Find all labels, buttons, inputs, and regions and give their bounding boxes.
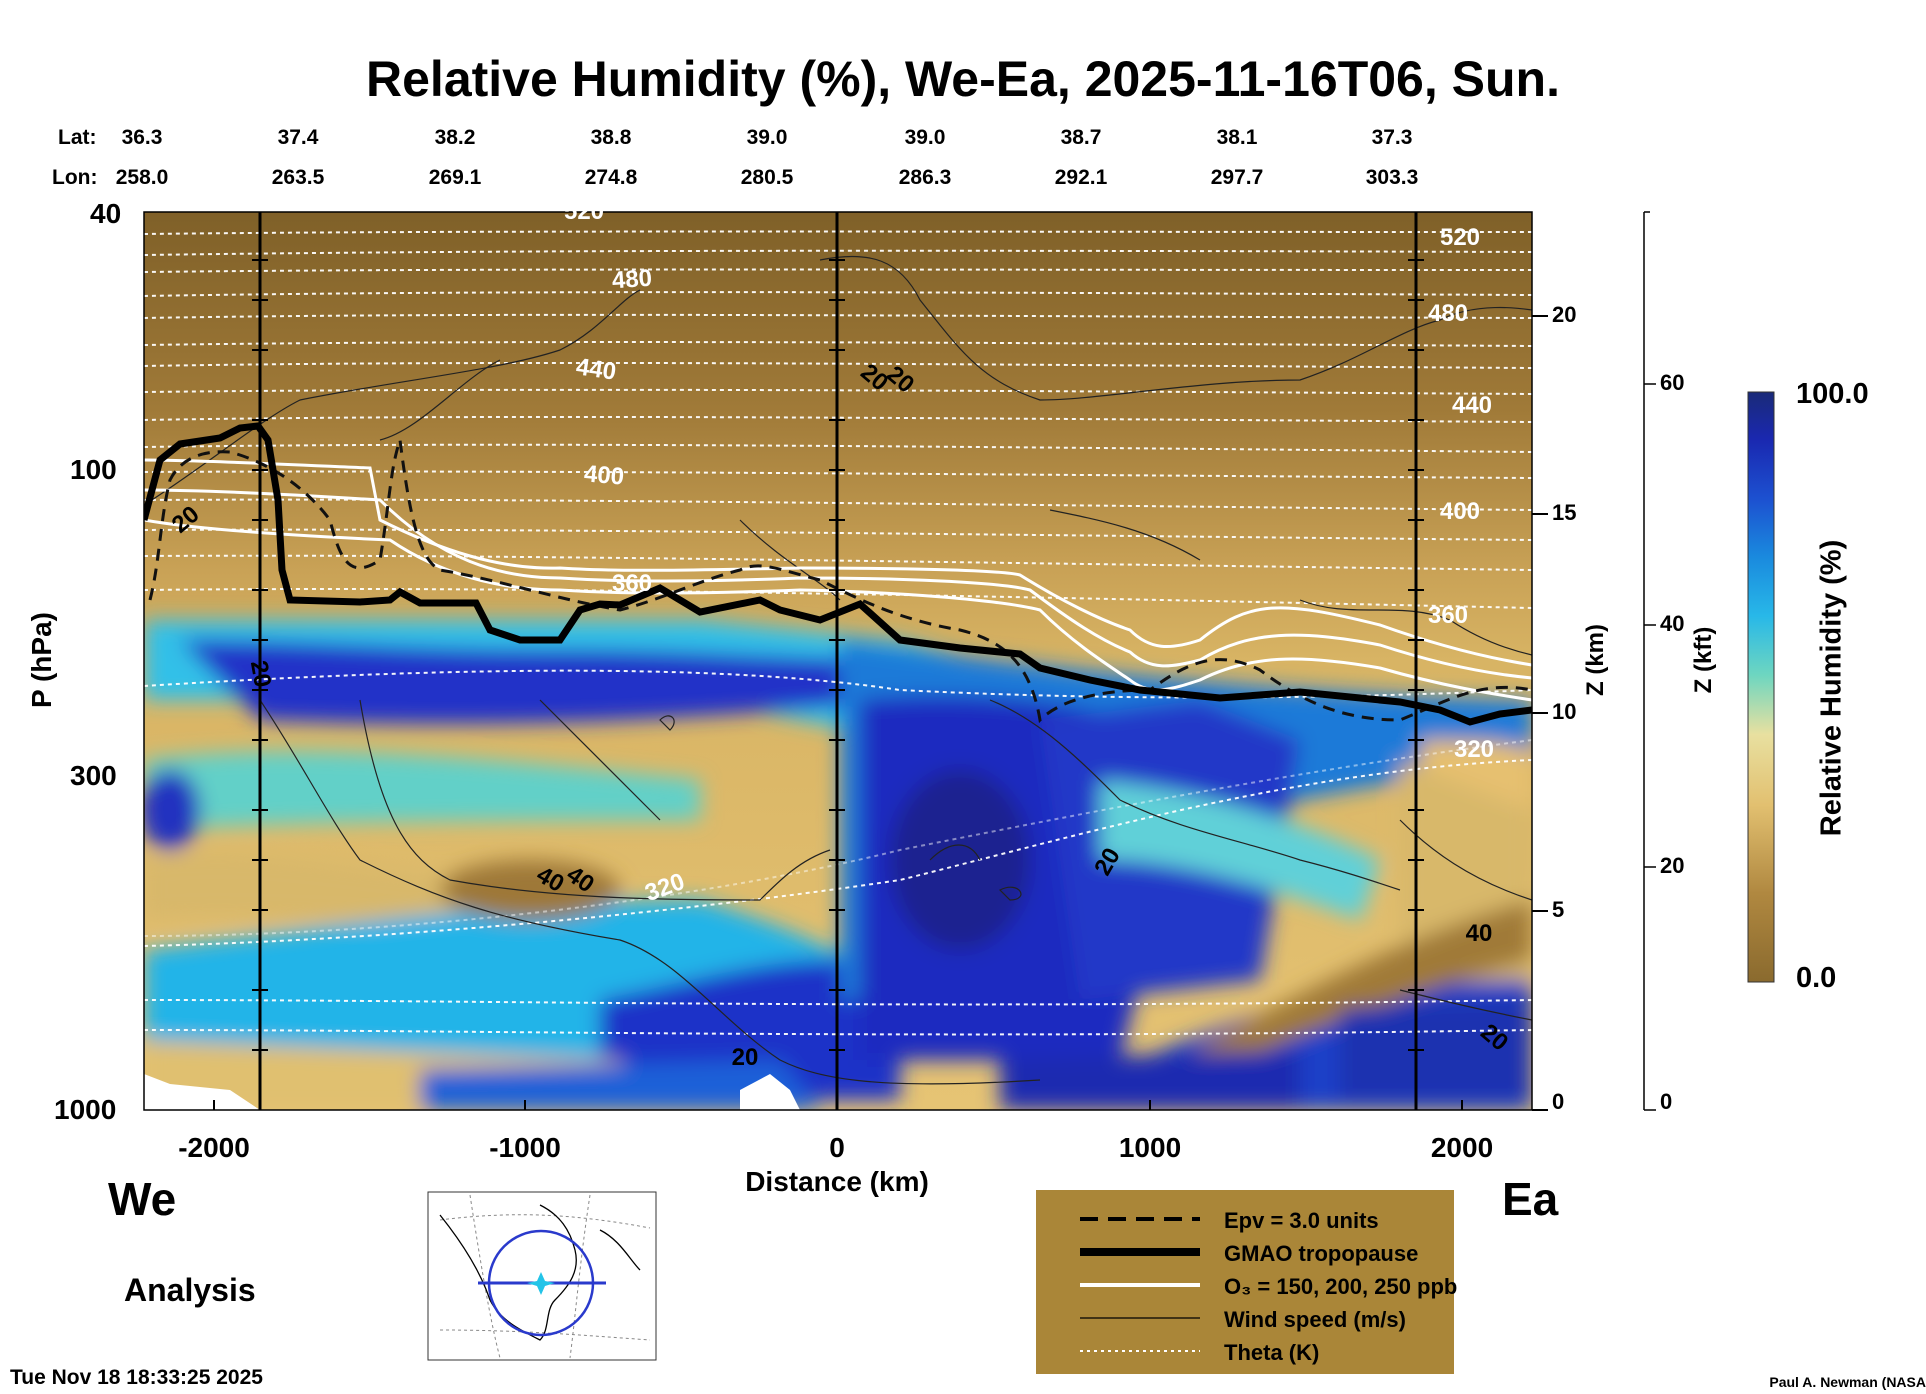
z-km-tick-20: 20 bbox=[1552, 302, 1577, 327]
lon-value: 303.3 bbox=[1365, 166, 1419, 189]
x-axis-ticks bbox=[213, 1100, 1463, 1110]
lat-label: Lat: bbox=[58, 126, 97, 149]
z-km-ticks bbox=[1532, 315, 1548, 1111]
right-contour-label: 480 bbox=[1427, 300, 1469, 327]
lon-value: 263.5 bbox=[271, 166, 325, 189]
wind-speed-label: 40 bbox=[1465, 920, 1493, 947]
theta-label: 400 bbox=[582, 460, 626, 491]
inset-map bbox=[427, 1191, 657, 1361]
lon-value: 286.3 bbox=[898, 166, 952, 189]
z-kft-axis bbox=[1643, 211, 1656, 1111]
analysis-label: Analysis bbox=[124, 1272, 256, 1308]
ozone-contours bbox=[144, 458, 1532, 702]
y-axis-tick-300: 300 bbox=[70, 760, 117, 791]
right-contour-label: 520 bbox=[1439, 224, 1481, 251]
colorbar-max-label: 100.0 bbox=[1796, 378, 1869, 410]
right-contour-label: 360 bbox=[1427, 602, 1469, 629]
wind-speed-label: 20 bbox=[244, 658, 277, 690]
z-km-tick-5: 5 bbox=[1552, 897, 1565, 922]
theta-label: 480 bbox=[611, 264, 653, 295]
theta-label: 320 bbox=[1453, 736, 1495, 763]
theta-label: 520 bbox=[563, 198, 605, 225]
legend-item-ozone: O₃ = 150, 200, 250 ppb bbox=[1036, 1270, 1458, 1300]
x-axis-tick-0: 0 bbox=[829, 1132, 845, 1163]
z-kft-tick-60: 60 bbox=[1660, 370, 1685, 395]
epv-contour bbox=[148, 439, 1532, 724]
y-axis-tick-100: 100 bbox=[70, 454, 117, 485]
z-kft-label: Z (kft) bbox=[1690, 626, 1717, 694]
z-kft-tick-0: 0 bbox=[1660, 1089, 1673, 1114]
theta-contours bbox=[144, 230, 1532, 1036]
lon-value: 274.8 bbox=[584, 166, 638, 189]
lon-value: 292.1 bbox=[1054, 166, 1108, 189]
x-axis-tick-2000: 2000 bbox=[1430, 1132, 1494, 1163]
z-kft-tick-20: 20 bbox=[1660, 853, 1685, 878]
timestamp: Tue Nov 18 18:33:25 2025 bbox=[10, 1366, 263, 1389]
lat-value: 38.7 bbox=[1060, 126, 1102, 149]
lon-value: 258.0 bbox=[115, 166, 169, 189]
z-km-tick-0: 0 bbox=[1552, 1089, 1565, 1114]
y-axis-tick-40: 40 bbox=[90, 198, 122, 229]
z-km-label: Z (km) bbox=[1582, 624, 1609, 696]
reference-ticks bbox=[252, 259, 1424, 1051]
lat-value: 37.3 bbox=[1371, 126, 1413, 149]
legend-item-wind: Wind speed (m/s) bbox=[1036, 1303, 1454, 1333]
lat-value: 36.3 bbox=[121, 126, 163, 149]
x-axis-tick--2000: -2000 bbox=[178, 1132, 250, 1163]
legend-label-wind: Wind speed (m/s) bbox=[1224, 1307, 1406, 1332]
right-contour-label: 400 bbox=[1439, 498, 1481, 525]
legend-label-theta: Theta (K) bbox=[1224, 1340, 1320, 1365]
east-label: Ea bbox=[1502, 1173, 1559, 1225]
y-axis-label: P (hPa) bbox=[26, 612, 57, 708]
z-kft-tick-40: 40 bbox=[1660, 611, 1685, 636]
wind-speed-label: 20 bbox=[731, 1044, 759, 1071]
z-km-tick-15: 15 bbox=[1552, 500, 1577, 525]
legend-label-tropopause: GMAO tropopause bbox=[1224, 1241, 1419, 1266]
x-axis-tick--1000: -1000 bbox=[489, 1132, 561, 1163]
theta-label: 360 bbox=[611, 570, 653, 597]
lat-value: 38.2 bbox=[434, 126, 476, 149]
colorbar bbox=[1747, 391, 1775, 983]
right-contour-label: 440 bbox=[1451, 392, 1493, 419]
reference-lines bbox=[258, 212, 1418, 1110]
y-axis-tick-1000: 1000 bbox=[54, 1094, 117, 1125]
dashed-line-icon bbox=[1080, 1217, 1200, 1221]
lat-value: 38.1 bbox=[1216, 126, 1258, 149]
z-km-tick-10: 10 bbox=[1552, 699, 1577, 724]
dotted-line-icon bbox=[1080, 1350, 1200, 1352]
colorbar-min-label: 0.0 bbox=[1796, 962, 1837, 994]
lat-value: 39.0 bbox=[904, 126, 946, 149]
thick-line-icon bbox=[1080, 1248, 1200, 1256]
lon-label: Lon: bbox=[52, 166, 98, 189]
chart-title: Relative Humidity (%), We-Ea, 2025-11-16… bbox=[366, 51, 1560, 107]
legend-label-epv: Epv = 3.0 units bbox=[1224, 1208, 1379, 1233]
thin-line-icon bbox=[1080, 1317, 1200, 1319]
legend: Epv = 3.0 units GMAO tropopause O₃ = 150… bbox=[1036, 1190, 1458, 1374]
legend-item-tropopause: GMAO tropopause bbox=[1036, 1237, 1454, 1267]
legend-item-epv: Epv = 3.0 units bbox=[1036, 1204, 1454, 1234]
theta-label: 440 bbox=[574, 353, 618, 386]
x-axis-tick-1000: 1000 bbox=[1118, 1132, 1182, 1163]
lat-value: 39.0 bbox=[746, 126, 788, 149]
wind-contours bbox=[144, 255, 1532, 1085]
x-axis-label: Distance (km) bbox=[745, 1166, 929, 1197]
tropopause-line bbox=[144, 422, 1532, 726]
lon-value: 269.1 bbox=[428, 166, 482, 189]
lat-value: 38.8 bbox=[590, 126, 632, 149]
colorbar-title: Relative Humidity (%) bbox=[1815, 539, 1848, 837]
credit: Paul A. Newman (NASA bbox=[1769, 1374, 1926, 1390]
west-label: We bbox=[108, 1173, 177, 1225]
white-line-icon bbox=[1080, 1283, 1200, 1287]
lon-value: 297.7 bbox=[1210, 166, 1264, 189]
legend-item-theta: Theta (K) bbox=[1036, 1336, 1454, 1366]
lon-value: 280.5 bbox=[740, 166, 794, 189]
lat-value: 37.4 bbox=[277, 126, 319, 149]
legend-label-ozone: O₃ = 150, 200, 250 ppb bbox=[1224, 1274, 1458, 1299]
